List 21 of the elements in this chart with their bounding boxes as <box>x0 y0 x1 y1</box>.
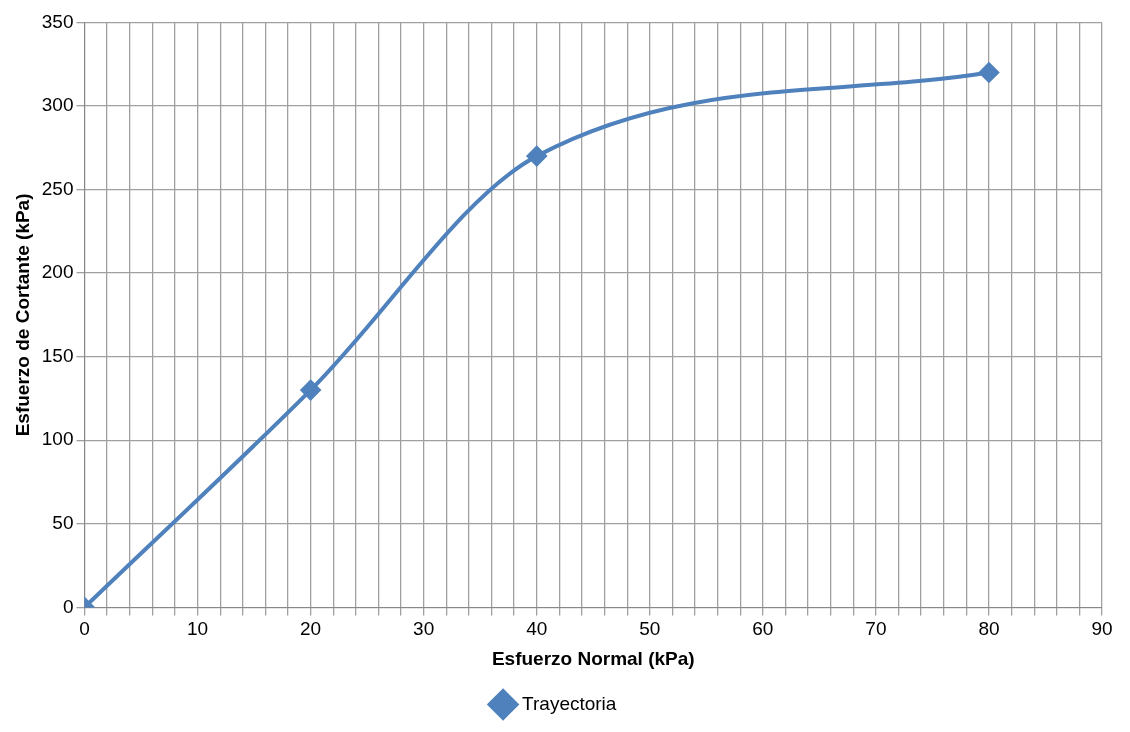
y-tick-label: 350 <box>41 10 74 32</box>
x-tick-label: 60 <box>752 618 774 640</box>
x-tick-label: 70 <box>865 618 887 640</box>
x-tick-label: 90 <box>1091 618 1113 640</box>
y-tick-label: 0 <box>62 595 74 617</box>
x-tick-label: 50 <box>639 618 661 640</box>
y-tick-label: 250 <box>41 177 74 199</box>
x-tick-label: 0 <box>79 618 90 640</box>
y-tick-label: 200 <box>41 261 74 283</box>
x-tick-label: 40 <box>526 618 548 640</box>
x-tick-label: 30 <box>413 618 435 640</box>
x-tick-label: 10 <box>186 618 209 640</box>
y-tick-label: 300 <box>41 94 74 116</box>
y-axis-title: Esfuerzo de Cortante (kPa) <box>11 193 33 437</box>
y-tick-label: 50 <box>52 512 74 534</box>
x-tick-label: 20 <box>300 618 322 640</box>
x-axis-title: Esfuerzo Normal (kPa) <box>491 647 695 669</box>
y-tick-label: 150 <box>41 344 74 366</box>
legend-label: Trayectoria <box>522 692 617 714</box>
x-tick-label: 80 <box>978 618 1000 640</box>
y-tick-label: 100 <box>41 428 74 450</box>
